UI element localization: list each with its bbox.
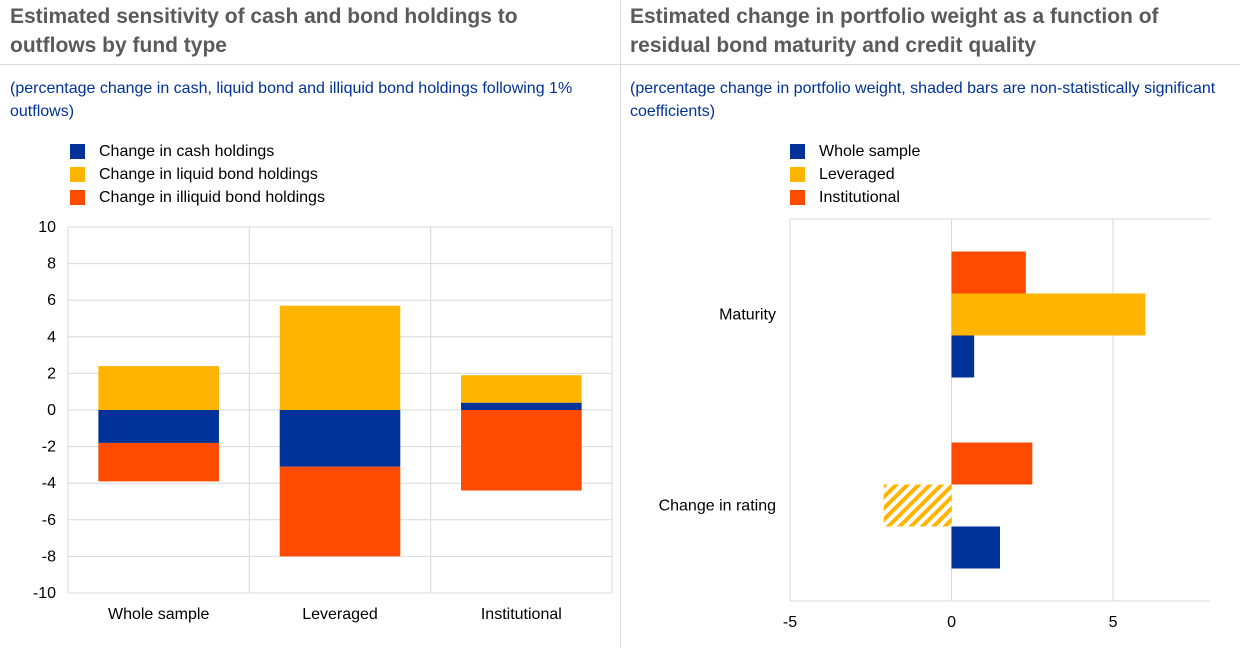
right-chart-panel: Estimated change in portfolio weight as … xyxy=(620,0,1240,648)
legend-label-liquid: Change in liquid bond holdings xyxy=(99,165,318,183)
bar-segment xyxy=(461,375,582,403)
y-tick-label: 0 xyxy=(47,402,56,419)
y-tick-label: 4 xyxy=(47,329,56,346)
right-legend: Whole sample Leveraged Institutional xyxy=(790,140,920,209)
bar-segment xyxy=(279,466,401,557)
y-category-label: Change in rating xyxy=(659,498,776,515)
x-category-label: Institutional xyxy=(481,606,562,623)
legend-item-whole-sample: Whole sample xyxy=(790,140,920,163)
y-tick-label: -2 xyxy=(42,439,56,456)
legend-item-institutional: Institutional xyxy=(790,186,920,209)
x-category-label: Whole sample xyxy=(108,606,209,623)
right-horizontal-bar-chart: -5 0 5 Maturity Change in rating xyxy=(659,218,1210,631)
left-chart-subtitle: (percentage change in cash, liquid bond … xyxy=(10,80,573,120)
y-tick-label: 6 xyxy=(47,292,56,309)
right-title-divider xyxy=(620,64,1240,65)
x-tick-label: 0 xyxy=(947,614,956,631)
legend-swatch-cash-icon xyxy=(70,144,85,159)
bar-segment xyxy=(461,402,582,410)
legend-item-cash: Change in cash holdings xyxy=(70,140,325,163)
legend-swatch-whole-sample-icon xyxy=(790,144,805,159)
bar xyxy=(951,251,1026,294)
legend-item-liquid: Change in liquid bond holdings xyxy=(70,163,325,186)
bar xyxy=(951,335,975,378)
y-tick-label: 2 xyxy=(47,365,56,382)
x-category-label: Leveraged xyxy=(302,606,378,623)
legend-swatch-liquid-icon xyxy=(70,167,85,182)
legend-label-illiquid: Change in illiquid bond holdings xyxy=(99,188,325,206)
bar-segment xyxy=(279,410,401,467)
y-tick-label: -8 xyxy=(42,548,56,565)
y-tick-label: 8 xyxy=(47,256,56,273)
left-chart-title: Estimated sensitivity of cash and bond h… xyxy=(10,5,518,57)
legend-swatch-institutional-icon xyxy=(790,190,805,205)
y-tick-label: -6 xyxy=(42,512,56,529)
legend-label-leveraged: Leveraged xyxy=(819,165,895,183)
left-title-divider xyxy=(0,64,620,65)
legend-item-illiquid: Change in illiquid bond holdings xyxy=(70,186,325,209)
y-tick-label: 10 xyxy=(38,219,56,236)
bar-segment xyxy=(98,442,219,482)
legend-swatch-illiquid-icon xyxy=(70,190,85,205)
bar-segment xyxy=(98,366,219,410)
right-chart-subtitle: (percentage change in portfolio weight, … xyxy=(630,80,1216,120)
panel-divider xyxy=(620,0,621,648)
bar-segment xyxy=(279,305,401,410)
y-tick-label: -4 xyxy=(42,475,56,492)
bar-segment xyxy=(461,410,582,491)
bar xyxy=(951,442,1033,485)
legend-label-institutional: Institutional xyxy=(819,188,900,206)
bar xyxy=(951,526,1000,569)
y-category-label: Maturity xyxy=(719,307,776,324)
legend-label-whole-sample: Whole sample xyxy=(819,142,921,160)
left-legend: Change in cash holdings Change in liquid… xyxy=(70,140,325,209)
x-tick-label: -5 xyxy=(783,614,797,631)
legend-label-cash: Change in cash holdings xyxy=(99,142,275,160)
left-chart-panel: Estimated sensitivity of cash and bond h… xyxy=(0,5,620,623)
y-tick-label: -10 xyxy=(33,585,56,602)
bar-segment xyxy=(98,410,219,443)
legend-swatch-leveraged-icon xyxy=(790,167,805,182)
bar xyxy=(951,293,1146,336)
right-chart-title: Estimated change in portfolio weight as … xyxy=(630,5,1159,57)
legend-item-leveraged: Leveraged xyxy=(790,163,920,186)
bar-hatched xyxy=(883,484,952,527)
x-tick-label: 5 xyxy=(1109,614,1118,631)
left-stacked-bar-chart: 10 8 6 4 2 0 -2 -4 -6 -8 -10 Whole sample Leveraged I… xyxy=(33,219,613,623)
